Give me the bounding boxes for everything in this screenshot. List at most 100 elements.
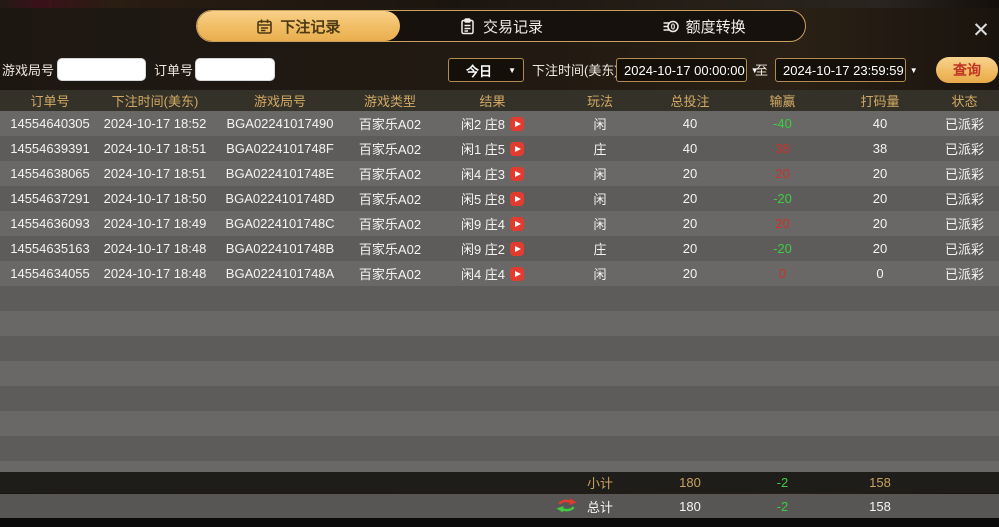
turnover: 20 [872, 216, 888, 231]
result-text: 闲1 庄5 [460, 142, 506, 157]
result-cell: 闲9 庄2 [430, 239, 555, 258]
turnover: 20 [872, 191, 888, 206]
empty-row [0, 386, 999, 411]
date-range-select[interactable]: 今日 ▼ [448, 58, 524, 82]
tab-transaction-records[interactable]: 交易记录 [400, 11, 603, 41]
bet-time: 2024-10-17 18:51 [103, 166, 207, 181]
clipboard-icon [459, 17, 476, 35]
table-row: 14554639391 2024-10-17 18:51 BGA02241017… [0, 136, 999, 161]
svg-text:0: 0 [670, 22, 675, 31]
chevron-down-icon: ▼ [750, 65, 759, 75]
order-id: 14554636093 [10, 216, 90, 231]
bet-time: 2024-10-17 18:48 [103, 241, 207, 256]
table-row: 14554637291 2024-10-17 18:50 BGA02241017… [0, 186, 999, 211]
tab-quota-transfer[interactable]: 0 额度转换 [602, 11, 805, 41]
calendar-icon [256, 18, 273, 35]
replay-icon[interactable] [510, 266, 525, 281]
subtotal-win-loss: -2 [776, 475, 789, 490]
replay-icon[interactable] [510, 216, 525, 231]
bottom-bar [0, 518, 999, 527]
subtotal-total-bet: 180 [679, 475, 701, 490]
tab-label: 交易记录 [483, 18, 544, 36]
bet-time: 2024-10-17 18:50 [103, 191, 207, 206]
col-bet-time: 下注时间(美东) [111, 94, 199, 109]
win-loss: 38 [775, 141, 790, 156]
result-cell: 闲1 庄5 [430, 139, 555, 158]
replay-icon[interactable] [510, 191, 525, 206]
result-cell: 闲9 庄4 [430, 214, 555, 233]
total-bet: 20 [682, 191, 698, 206]
replay-icon[interactable] [510, 166, 525, 181]
turnover: 20 [872, 166, 888, 181]
start-time-select[interactable]: 2024-10-17 00:00:00 ▼ [616, 58, 759, 82]
replay-icon[interactable] [510, 141, 525, 156]
table-row: 14554640305 2024-10-17 18:52 BGA02241017… [0, 111, 999, 136]
background-page-remnant [0, 0, 999, 8]
result-text: 闲2 庄8 [460, 117, 506, 132]
result-text: 闲4 庄3 [460, 167, 506, 182]
close-icon[interactable]: ✕ [972, 19, 990, 42]
query-button[interactable]: 查询 [936, 57, 998, 83]
table-row: 14554636093 2024-10-17 18:49 BGA02241017… [0, 211, 999, 236]
result-text: 闲4 庄4 [460, 267, 506, 282]
result-cell: 闲4 庄3 [430, 164, 555, 183]
bet-time: 2024-10-17 18:48 [103, 266, 207, 281]
status: 已派彩 [944, 167, 984, 182]
chevron-down-icon: ▼ [909, 65, 918, 75]
empty-row [0, 361, 999, 386]
play: 闲 [593, 267, 607, 282]
play: 庄 [593, 142, 607, 157]
win-loss: -20 [773, 191, 792, 206]
filter-bar: 游戏局号 订单号 今日 ▼ 下注时间(美东) 2024-10-17 00:00:… [0, 52, 999, 86]
to-label: 至 [755, 63, 769, 78]
col-result: 结果 [479, 94, 506, 109]
bet-time: 2024-10-17 18:52 [103, 116, 207, 131]
col-status: 状态 [951, 94, 978, 109]
col-order-id: 订单号 [30, 94, 70, 109]
order-no-input[interactable] [195, 58, 275, 81]
game-type: 百家乐A02 [358, 167, 422, 182]
game-type: 百家乐A02 [358, 192, 422, 207]
total-win-loss: -2 [776, 498, 789, 514]
empty-row [0, 336, 999, 361]
game-round-input[interactable] [57, 58, 146, 81]
tab-label: 下注记录 [280, 18, 341, 36]
order-id: 14554638065 [10, 166, 90, 181]
tab-bar: 下注记录 交易记录 0 额度转换 [196, 10, 806, 42]
tab-betting-records[interactable]: 下注记录 [197, 11, 400, 41]
play: 闲 [593, 217, 607, 232]
status: 已派彩 [944, 117, 984, 132]
end-time-select[interactable]: 2024-10-17 23:59:59 ▼ [775, 58, 918, 82]
status: 已派彩 [944, 192, 984, 207]
win-loss: -40 [773, 116, 792, 131]
replay-icon[interactable] [510, 241, 525, 256]
round-id: BGA0224101748E [225, 166, 335, 181]
result-cell: 闲5 庄8 [430, 189, 555, 208]
replay-icon[interactable] [510, 116, 525, 131]
tab-label: 额度转换 [685, 18, 746, 36]
total-bet: 40 [682, 141, 698, 156]
table-row: 14554635163 2024-10-17 18:48 BGA02241017… [0, 236, 999, 261]
status: 已派彩 [944, 142, 984, 157]
order-no-label: 订单号 [154, 63, 194, 78]
bet-time-label: 下注时间(美东) [532, 63, 619, 78]
round-id: BGA0224101748C [225, 216, 335, 231]
result-text: 闲9 庄4 [460, 217, 506, 232]
refresh-icon[interactable] [556, 498, 577, 514]
total-row: 总计 180 -2 158 [0, 494, 999, 518]
subtotal-turnover: 158 [869, 475, 891, 490]
result-cell: 闲4 庄4 [430, 264, 555, 283]
status: 已派彩 [944, 267, 984, 282]
start-time-value: 2024-10-17 00:00:00 [624, 62, 745, 78]
col-win-loss: 输赢 [769, 94, 796, 109]
col-total-bet: 总投注 [670, 94, 710, 109]
win-loss: 0 [778, 266, 787, 281]
date-range-value: 今日 [466, 63, 493, 79]
table-row: 14554638065 2024-10-17 18:51 BGA02241017… [0, 161, 999, 186]
result-text: 闲9 庄2 [460, 242, 506, 257]
col-turnover: 打码量 [860, 94, 900, 109]
status: 已派彩 [944, 217, 984, 232]
round-id: BGA0224101748D [225, 191, 335, 206]
game-type: 百家乐A02 [358, 142, 422, 157]
game-type: 百家乐A02 [358, 242, 422, 257]
